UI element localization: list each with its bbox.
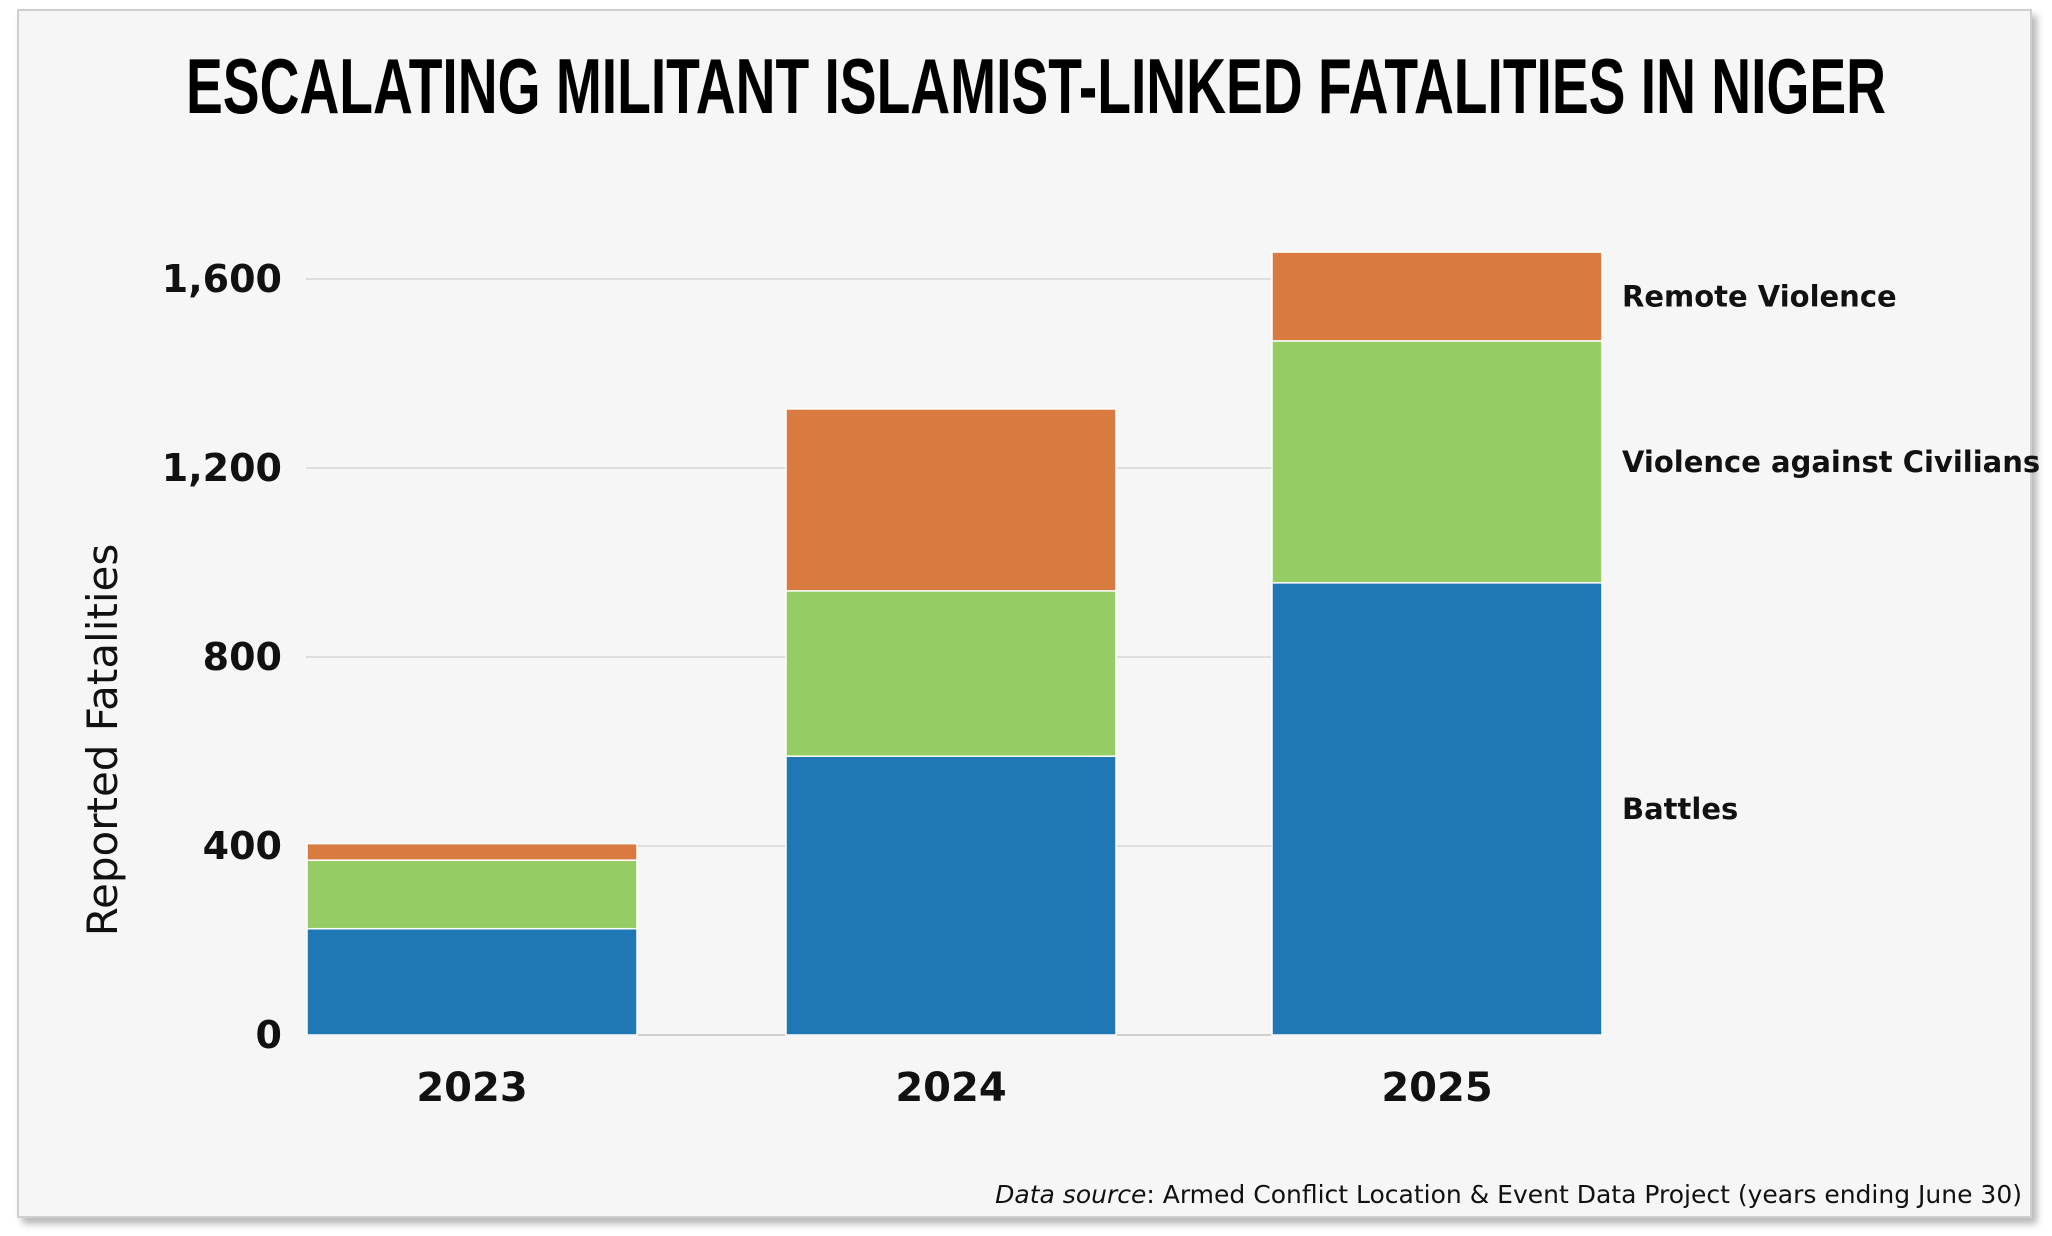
y-tick-label: 1,200 <box>162 446 282 490</box>
bar-2024-remote-violence <box>785 408 1117 592</box>
legend: Battles Violence against Civilians Remote … <box>1622 279 2040 825</box>
x-axis-categories: 2023 2024 2025 <box>416 1065 1492 1111</box>
bar-2024-violence-against-civilians <box>785 590 1117 757</box>
source-text: : Armed Conflict Location & Event Data P… <box>1146 1180 2022 1209</box>
y-tick-label: 0 <box>256 1013 282 1057</box>
source-note: Data source: Armed Conflict Location & E… <box>995 1180 2022 1209</box>
legend-label-battles: Battles <box>1622 792 1738 826</box>
x-category-label: 2024 <box>895 1065 1006 1111</box>
y-tick-label: 1,600 <box>162 257 282 301</box>
bar-2025-battles <box>1271 582 1603 1036</box>
y-axis-label: Reported Fatalities <box>78 544 127 937</box>
legend-label-violence-against-civilians: Violence against Civilians <box>1622 445 2040 479</box>
legend-label-remote-violence: Remote Violence <box>1622 279 1897 313</box>
y-tick-label: 800 <box>203 635 282 679</box>
x-category-label: 2023 <box>416 1065 527 1111</box>
y-tick-label: 400 <box>203 824 282 868</box>
bar-2025-remote-violence <box>1271 251 1603 342</box>
bar-2024-battles <box>785 755 1117 1036</box>
x-category-label: 2025 <box>1381 1065 1492 1111</box>
bar-2025-violence-against-civilians <box>1271 340 1603 584</box>
source-label: Data source <box>995 1180 1146 1209</box>
bar-2023-remote-violence <box>306 842 638 861</box>
bars <box>306 251 1603 1036</box>
bar-2023-violence-against-civilians <box>306 859 638 930</box>
y-axis-ticks: 0 400 800 1,200 1,600 <box>162 257 282 1057</box>
chart-title: ESCALATING MILITANT ISLAMIST-LINKED FATA… <box>186 42 1886 130</box>
bar-2023-battles <box>306 927 638 1036</box>
